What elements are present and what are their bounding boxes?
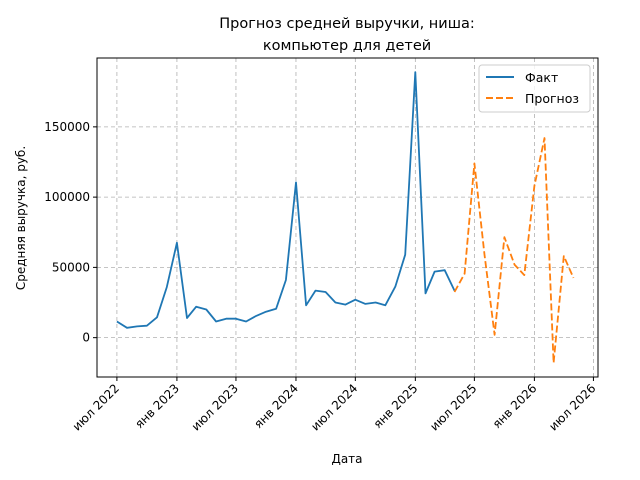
legend-label-fact: Факт — [525, 70, 558, 85]
series-line-fact — [116, 71, 456, 329]
chart-title-line-2: компьютер для детей — [263, 38, 431, 54]
plot-frame — [96, 57, 599, 378]
y-tick-label: 50000 — [52, 260, 90, 274]
y-tick-label: 100000 — [44, 190, 90, 204]
y-tick-label: 150000 — [44, 120, 90, 134]
y-tick-label: 0 — [82, 331, 90, 345]
y-axis-label: Средняя выручка, руб. — [14, 146, 28, 290]
legend-label-forecast: Прогноз — [525, 91, 579, 106]
series-layer — [116, 71, 575, 364]
legend: Факт Прогноз — [478, 64, 591, 113]
x-axis-label: Дата — [331, 452, 362, 466]
chart-title-line-1: Прогноз средней выручки, ниша: — [219, 16, 475, 32]
series-line-forecast — [453, 137, 575, 364]
